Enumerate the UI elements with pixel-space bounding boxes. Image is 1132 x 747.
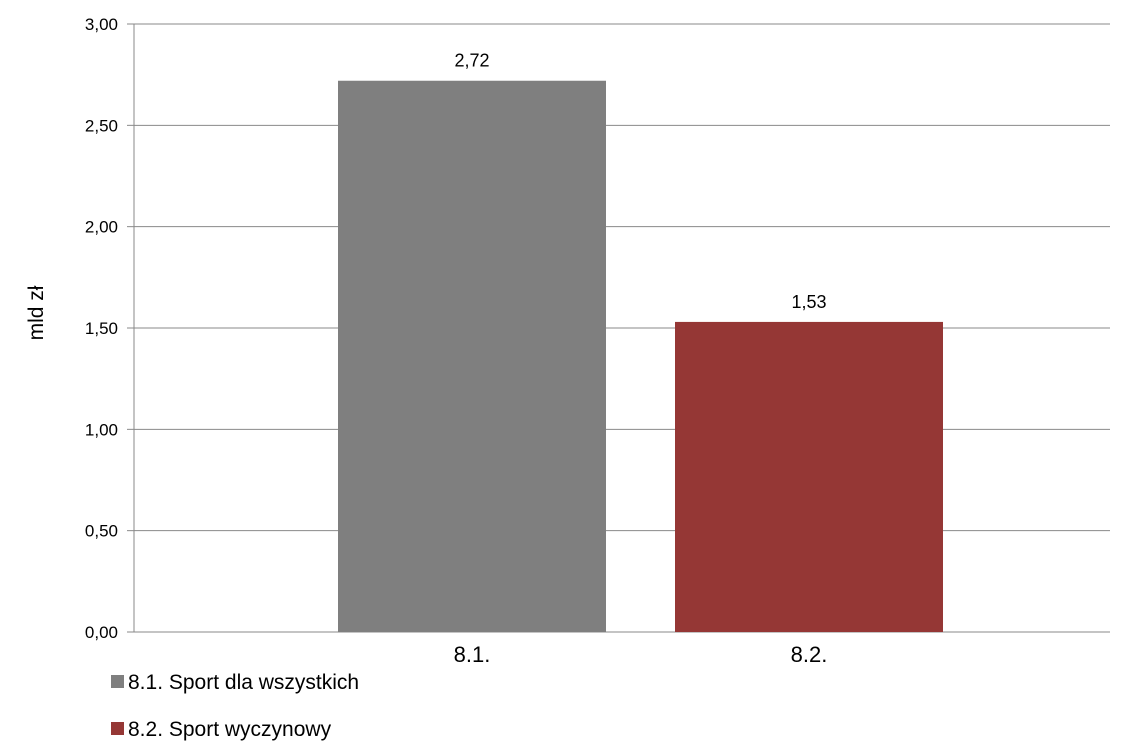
y-axis-title: mld zł <box>25 285 48 340</box>
bar-8-2 <box>675 321 943 632</box>
y-tick-label: 2,00 <box>85 218 118 237</box>
bars <box>338 80 943 633</box>
y-tick-label: 3,00 <box>85 15 118 34</box>
axes <box>127 23 1110 633</box>
labels: 0,00 0,50 1,00 1,50 2,00 2,50 3,00 2,72 8.1. 1,53… <box>85 15 827 667</box>
bar-8-1 <box>338 80 606 633</box>
x-category-label: 8.2. <box>791 642 828 667</box>
legend-label: 8.2. Sport wyczynowy <box>128 718 332 741</box>
y-tick-label: 0,50 <box>85 522 118 541</box>
legend-swatch <box>111 722 124 735</box>
legend: 8.1. Sport dla wszystkich 8.2. Sport wycz… <box>111 671 359 741</box>
y-tick-label: 1,50 <box>85 319 118 338</box>
legend-swatch <box>111 675 124 688</box>
x-category-label: 8.1. <box>454 642 491 667</box>
data-label: 1,53 <box>791 292 826 312</box>
y-tick-label: 1,00 <box>85 420 118 439</box>
gridlines <box>134 23 1110 532</box>
data-label: 2,72 <box>454 51 489 71</box>
y-tick-label: 0,00 <box>85 623 118 642</box>
legend-label: 8.1. Sport dla wszystkich <box>128 671 359 694</box>
y-tick-label: 2,50 <box>85 116 118 135</box>
